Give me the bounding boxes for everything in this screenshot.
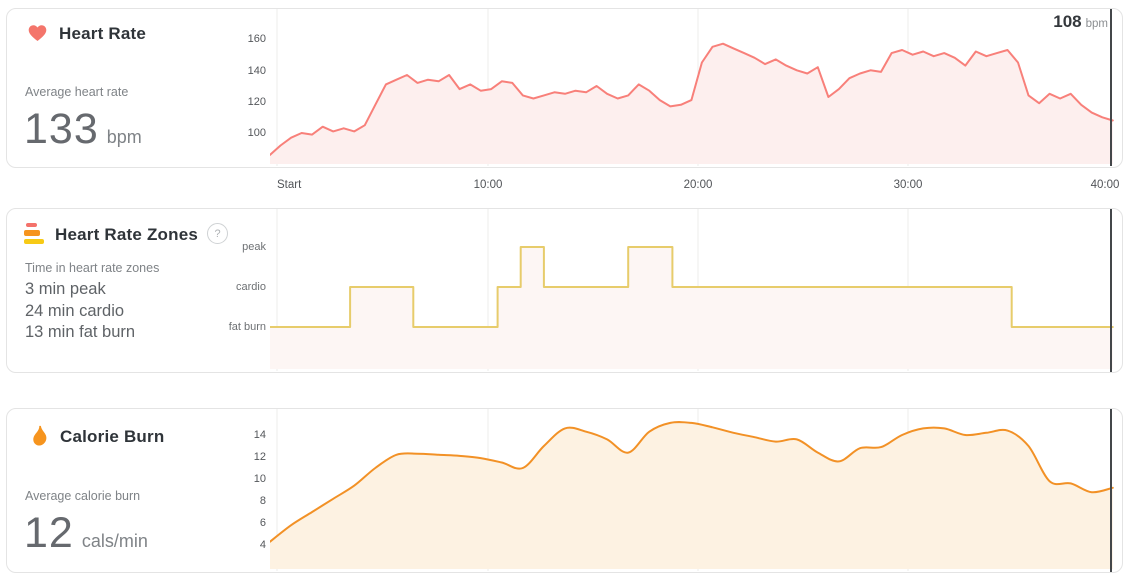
calorie-burn-panel: Calorie Burn Average calorie burn 12 cals…: [6, 408, 1123, 573]
heart-rate-zones-title: Heart Rate Zones: [55, 225, 199, 244]
cal-ytick-12: 12: [253, 451, 266, 463]
calorie-burn-chart[interactable]: [270, 409, 1122, 572]
heart-icon: [27, 23, 48, 42]
hr-cursor-tooltip: 108 bpm: [1053, 12, 1108, 32]
hr-ytick-120: 120: [247, 96, 266, 108]
zone-bar-fatburn-icon: [24, 239, 44, 244]
heart-rate-title: Heart Rate: [59, 24, 147, 43]
zones-ytick-peak: peak: [242, 241, 266, 253]
time-axis-label-10: 10:00: [473, 179, 503, 191]
zone-time-peak: 3 min peak: [25, 280, 106, 298]
cal-ytick-6: 6: [259, 517, 266, 529]
cal-ytick-4: 4: [259, 539, 266, 551]
hr-ytick-160: 160: [247, 33, 266, 45]
avg-heart-rate-value: 133: [24, 105, 99, 153]
hr-ytick-100: 100: [247, 127, 266, 139]
zone-bar-peak-icon: [26, 223, 37, 227]
time-axis-label-30: 30:00: [893, 179, 923, 191]
heart-rate-zones-chart[interactable]: [270, 209, 1122, 372]
zone-time-fatburn: 13 min fat burn: [25, 323, 136, 341]
time-axis: Start 10:00 20:00 30:00 40:00: [0, 179, 1130, 195]
avg-heart-rate-stat: 133 bpm: [24, 105, 142, 154]
avg-calorie-burn-value: 12: [24, 509, 74, 557]
heart-rate-zones-icon: [24, 222, 48, 246]
avg-calorie-burn-label: Average calorie burn: [25, 489, 141, 503]
time-axis-label-20: 20:00: [683, 179, 713, 191]
zones-ytick-cardio: cardio: [236, 281, 266, 293]
help-icon[interactable]: ?: [207, 223, 228, 244]
time-axis-label-40: 40:00: [1090, 179, 1120, 191]
hr-cursor-value: 108: [1053, 12, 1082, 31]
heart-rate-zones-panel: Heart Rate Zones ? Time in heart rate zo…: [6, 208, 1123, 373]
heart-rate-panel: Heart Rate Average heart rate 133 bpm 160…: [6, 8, 1123, 168]
cal-ytick-10: 10: [253, 473, 266, 485]
heart-rate-chart[interactable]: [270, 9, 1122, 166]
avg-heart-rate-label: Average heart rate: [25, 85, 129, 99]
calorie-burn-title: Calorie Burn: [60, 427, 165, 446]
cal-ytick-14: 14: [253, 429, 266, 441]
flame-icon: [31, 424, 50, 450]
zone-times-list: 3 min peak 24 min cardio 13 min fat burn: [25, 279, 135, 344]
zones-ytick-fatburn: fat burn: [228, 321, 266, 333]
avg-calorie-burn-stat: 12 cals/min: [24, 509, 148, 558]
cal-ytick-8: 8: [259, 495, 266, 507]
time-axis-label-start: Start: [277, 179, 302, 191]
hr-ytick-140: 140: [247, 65, 266, 77]
avg-calorie-burn-unit: cals/min: [81, 531, 148, 551]
zone-time-cardio: 24 min cardio: [25, 301, 125, 320]
hr-cursor-unit: bpm: [1085, 18, 1108, 30]
zone-bar-cardio-icon: [24, 230, 40, 236]
time-in-zones-label: Time in heart rate zones: [25, 261, 160, 275]
avg-heart-rate-unit: bpm: [106, 127, 142, 147]
